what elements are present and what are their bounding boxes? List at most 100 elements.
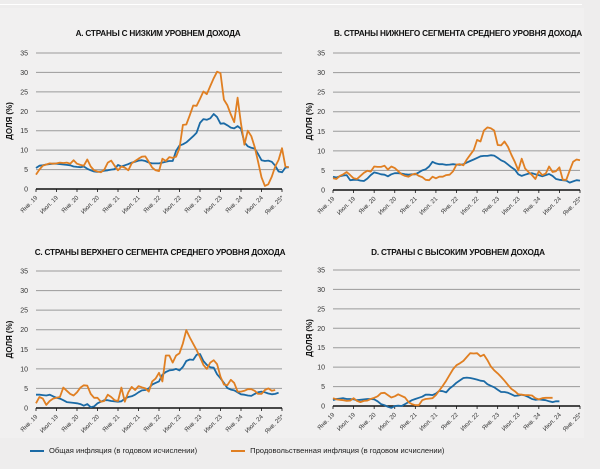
legend-swatch-headline (30, 449, 44, 452)
x-tick-label: Июл. 23 (203, 194, 225, 216)
x-tick-label: Янв. 25* (264, 413, 286, 435)
legend-item-headline: Общая инфляция (в годовом исчислении) (30, 446, 197, 455)
food-inflation-line (35, 329, 276, 406)
x-tick-label: Янв. 20 (60, 194, 81, 215)
x-tick-label: Июл. 24 (244, 413, 266, 435)
y-tick-label: 30 (317, 70, 325, 77)
y-tick-label: 0 (24, 406, 28, 413)
y-tick-label: 0 (321, 404, 325, 411)
y-tick-label: 20 (20, 327, 28, 334)
x-tick-label: Янв. 23 (481, 411, 502, 432)
x-tick-label: Янв. 23 (481, 195, 502, 216)
y-tick-label: 15 (317, 345, 325, 352)
y-tick-label: 25 (20, 308, 28, 315)
x-tick-label: Янв. 22 (440, 195, 461, 216)
x-tick-label: Янв. 22 (440, 411, 461, 432)
y-tick-label: 35 (20, 269, 28, 276)
y-tick-label: 25 (317, 90, 325, 97)
x-tick-label: Янв. 24 (522, 195, 543, 216)
x-tick-label: Июл. 23 (203, 413, 225, 435)
top-divider (0, 4, 582, 5)
y-tick-label: 35 (20, 51, 28, 58)
x-tick-label: Июл. 22 (459, 411, 481, 433)
chart-panel-c: C. СТРАНЫ ВЕРХНЕГО СЕГМЕНТА СРЕДНЕГО УРО… (5, 248, 286, 435)
x-tick-label: Янв. 20 (357, 195, 378, 216)
figure-background (0, 8, 584, 438)
x-tick-label: Янв. 21 (101, 413, 122, 434)
y-axis-label: ДОЛЯ (%) (5, 320, 14, 358)
y-tick-label: 25 (20, 89, 28, 96)
chart-title: B. СТРАНЫ НИЖНЕГО СЕГМЕНТА СРЕДНЕГО УРОВ… (334, 29, 582, 38)
y-tick-label: 20 (20, 109, 28, 116)
x-tick-label: Июл. 19 (39, 194, 61, 216)
chart-title: A. СТРАНЫ С НИЗКИМ УРОВНЕМ ДОХОДА (76, 29, 241, 38)
y-tick-label: 0 (321, 188, 325, 195)
x-tick-label: Янв. 19 (19, 194, 40, 215)
y-tick-label: 5 (321, 384, 325, 391)
x-tick-label: Июл. 22 (162, 194, 184, 216)
y-tick-label: 30 (20, 288, 28, 295)
y-tick-label: 5 (321, 168, 325, 175)
y-tick-label: 5 (24, 386, 28, 393)
y-axis-label: ДОЛЯ (%) (305, 102, 314, 140)
x-tick-label: Янв. 22 (142, 413, 163, 434)
x-tick-label: Янв. 23 (183, 413, 204, 434)
headline-inflation-line (332, 154, 581, 184)
y-axis-label: ДОЛЯ (%) (5, 102, 14, 140)
headline-inflation-line (35, 113, 289, 174)
x-tick-label: Июл. 23 (501, 195, 523, 217)
x-tick-label: Июл. 21 (121, 194, 143, 216)
y-tick-label: 15 (20, 347, 28, 354)
x-tick-label: Июл. 20 (80, 194, 102, 216)
chart-panel-d: D. СТРАНЫ С ВЫСОКИМ УРОВНЕМ ДОХОДА ДОЛЯ (… (305, 248, 584, 433)
x-tick-label: Июл. 21 (418, 411, 440, 433)
y-axis-label: ДОЛЯ (%) (305, 319, 314, 357)
x-tick-label: Июл. 19 (336, 411, 358, 433)
x-tick-label: Янв. 19 (316, 411, 337, 432)
legend-item-food: Продовольственная инфляция (в годовом ис… (231, 446, 444, 455)
y-tick-label: 10 (317, 365, 325, 372)
x-tick-label: Июл. 22 (459, 195, 481, 217)
x-tick-label: Янв. 20 (357, 411, 378, 432)
y-tick-label: 10 (20, 148, 28, 155)
x-tick-label: Янв. 21 (399, 195, 420, 216)
y-tick-label: 10 (20, 366, 28, 373)
x-tick-label: Июл. 24 (542, 195, 564, 217)
legend-label-headline: Общая инфляция (в годовом исчислении) (49, 446, 198, 455)
x-tick-label: Июл. 19 (39, 413, 61, 435)
chart-title: C. СТРАНЫ ВЕРХНЕГО СЕГМЕНТА СРЕДНЕГО УРО… (35, 248, 286, 257)
x-tick-label: Янв. 24 (522, 411, 543, 432)
x-tick-label: Янв. 24 (224, 413, 245, 434)
x-tick-label: Янв. 22 (142, 194, 163, 215)
legend: Общая инфляция (в годовом исчислении) Пр… (30, 446, 444, 455)
x-tick-label: Янв. 24 (224, 194, 245, 215)
x-tick-label: Янв. 23 (183, 194, 204, 215)
y-tick-label: 35 (317, 51, 325, 58)
x-tick-label: Июл. 24 (542, 411, 564, 433)
x-tick-label: Июл. 19 (336, 195, 358, 217)
x-tick-label: Июл. 22 (162, 413, 184, 435)
y-tick-label: 30 (317, 287, 325, 294)
chart-panel-b: B. СТРАНЫ НИЖНЕГО СЕГМЕНТА СРЕДНЕГО УРОВ… (305, 29, 584, 217)
x-tick-label: Июл. 20 (377, 195, 399, 217)
x-tick-label: Янв. 20 (60, 413, 81, 434)
x-tick-label: Июл. 23 (501, 411, 523, 433)
y-tick-label: 30 (20, 70, 28, 77)
x-tick-label: Янв. 19 (316, 195, 337, 216)
y-tick-label: 20 (317, 109, 325, 116)
y-tick-label: 15 (317, 129, 325, 136)
x-tick-label: Янв. 21 (101, 194, 122, 215)
y-tick-label: 0 (24, 187, 28, 194)
headline-inflation-line (36, 353, 279, 409)
x-tick-label: Июл. 20 (80, 413, 102, 435)
x-tick-label: Янв. 21 (399, 411, 420, 432)
x-tick-label: Июл. 20 (377, 411, 399, 433)
y-tick-label: 20 (317, 326, 325, 333)
x-tick-label: Янв. 25* (264, 194, 286, 216)
y-tick-label: 10 (317, 148, 325, 155)
y-tick-label: 5 (24, 167, 28, 174)
y-tick-label: 35 (317, 268, 325, 275)
x-tick-label: Июл. 21 (121, 413, 143, 435)
chart-title: D. СТРАНЫ С ВЫСОКИМ УРОВНЕМ ДОХОДА (371, 248, 545, 257)
